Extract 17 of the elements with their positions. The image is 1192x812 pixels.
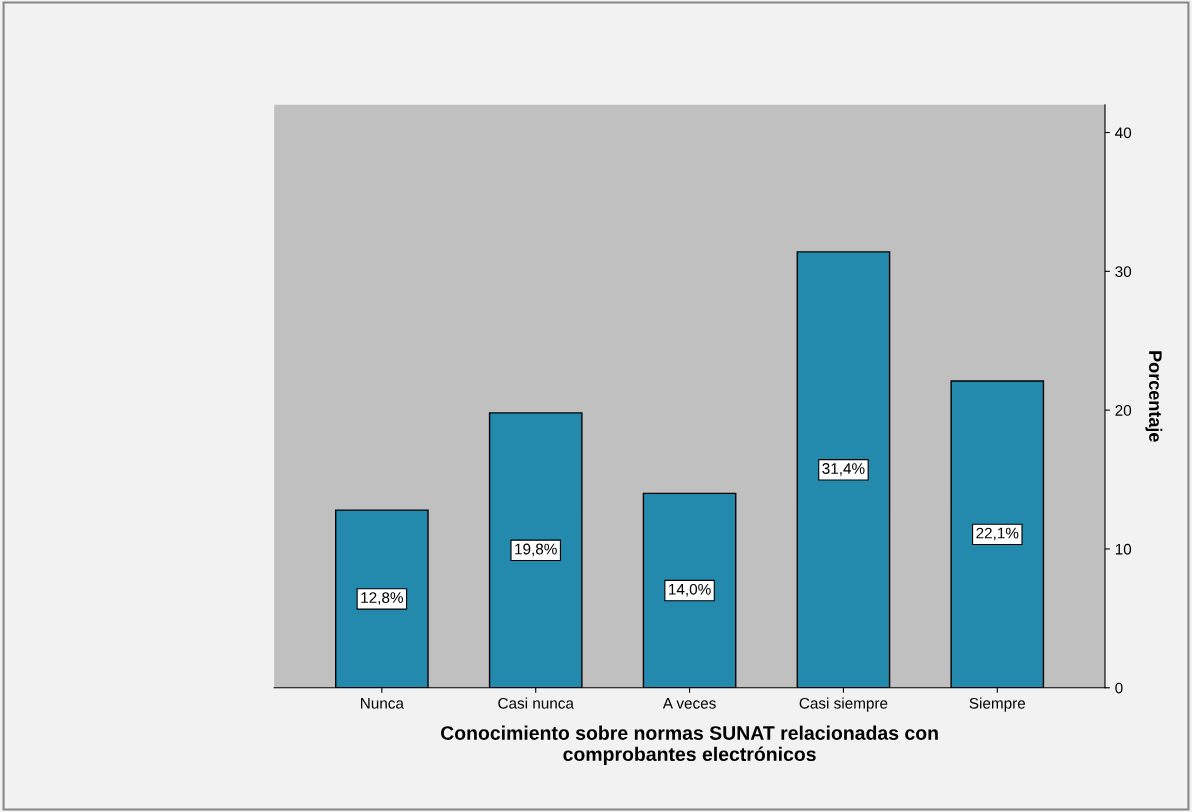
y-axis-title: Porcentaje bbox=[1145, 351, 1163, 442]
x-tick-label: Nunca bbox=[361, 698, 404, 709]
x-tick-label: Siempre bbox=[969, 697, 1026, 712]
x-tick-label: Casi nunca bbox=[498, 697, 574, 709]
data-label: 22,1% bbox=[976, 527, 1019, 541]
y-tick-label: 0 bbox=[1115, 682, 1123, 694]
data-label: 14,0% bbox=[669, 583, 711, 597]
data-label: 31,4% bbox=[822, 463, 865, 476]
y-tick-label: 20 bbox=[1115, 405, 1132, 416]
data-label: 19,8% bbox=[515, 543, 557, 557]
data-label: 12,8% bbox=[361, 592, 403, 605]
y-tick-label: 10 bbox=[1115, 543, 1132, 555]
x-tick-label: Casi siempre bbox=[799, 697, 888, 712]
y-tick-label: 30 bbox=[1115, 266, 1132, 278]
x-tick-label: A veces bbox=[662, 698, 716, 709]
y-tick-label: 40 bbox=[1115, 127, 1132, 139]
x-axis-title: Conocimiento sobre normas SUNAT relacionadas con comprobantes electrónicos bbox=[440, 725, 938, 765]
